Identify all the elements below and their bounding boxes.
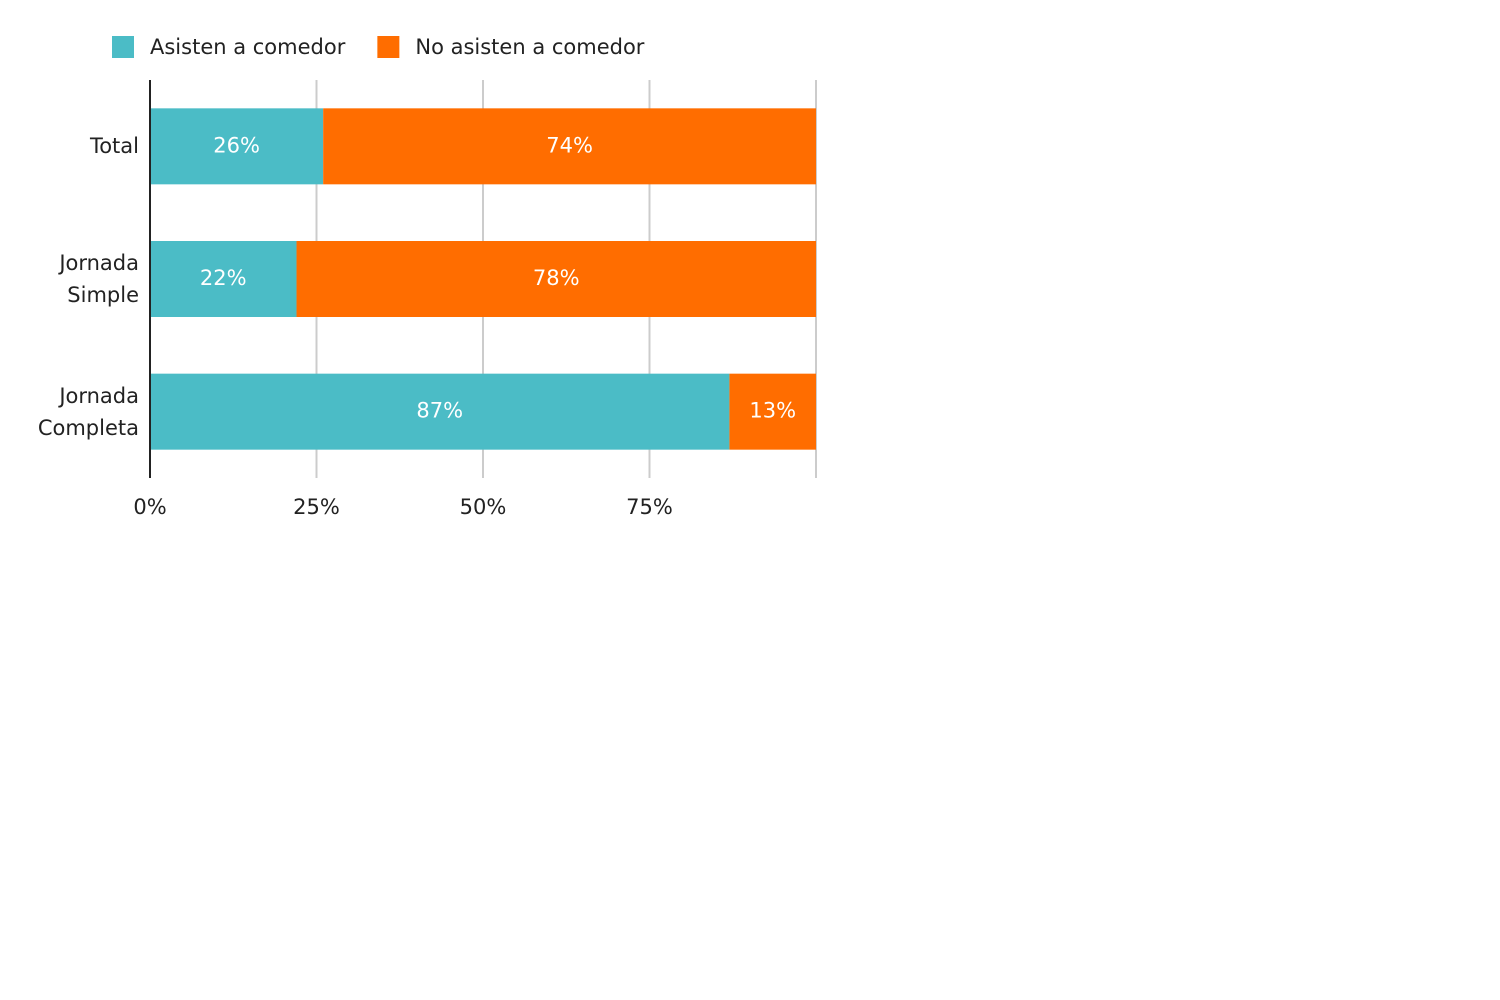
data-label: 13% — [749, 399, 796, 423]
data-label: 26% — [213, 133, 260, 157]
y-tick-label: Jornada Simple — [59, 251, 139, 307]
data-label: 78% — [533, 266, 580, 290]
x-tick-label: 75% — [626, 495, 673, 519]
bar — [150, 108, 324, 185]
x-tick-label: 50% — [460, 495, 507, 519]
bar — [150, 373, 730, 450]
legend-label: No asisten a comedor — [415, 35, 644, 59]
data-label: 87% — [416, 399, 463, 423]
data-label: 22% — [200, 266, 247, 290]
data-label: 74% — [546, 133, 593, 157]
bar — [150, 241, 297, 317]
bar — [729, 373, 816, 450]
legend-swatch — [112, 36, 134, 58]
bar — [296, 241, 816, 317]
legend-swatch — [377, 36, 400, 58]
x-tick-label: 0% — [133, 495, 166, 519]
y-tick-label: Total — [89, 134, 139, 159]
legend-label: Asisten a comedor — [150, 35, 346, 59]
y-tick-label: Jornada Completa — [37, 383, 139, 440]
bar — [323, 108, 816, 185]
x-tick-label: 25% — [293, 495, 340, 519]
